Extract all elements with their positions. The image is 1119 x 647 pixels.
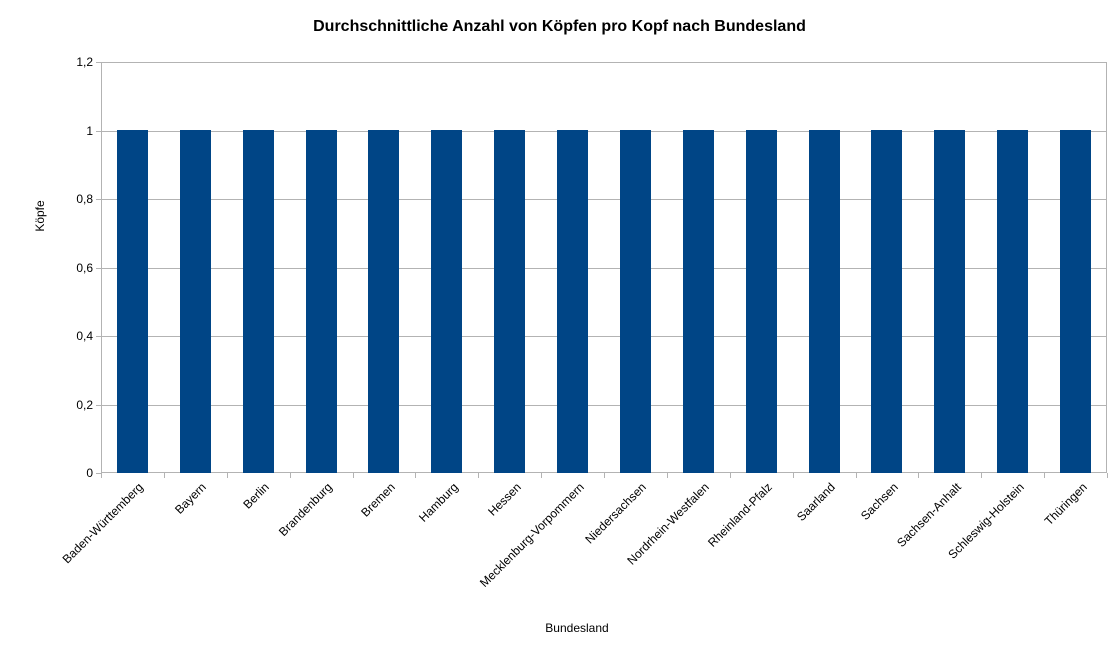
bar bbox=[871, 130, 902, 473]
x-axis-tick bbox=[164, 473, 165, 478]
bar bbox=[117, 130, 148, 473]
horizontal-gridline bbox=[102, 405, 1106, 406]
y-tick-label: 1 bbox=[86, 124, 93, 138]
y-axis-tick bbox=[96, 473, 101, 474]
y-axis-tick bbox=[96, 336, 101, 337]
bar bbox=[997, 130, 1028, 473]
bar bbox=[683, 130, 714, 473]
chart-title: Durchschnittliche Anzahl von Köpfen pro … bbox=[313, 18, 806, 35]
bar bbox=[620, 130, 651, 473]
y-axis-tick bbox=[96, 131, 101, 132]
x-axis-tick bbox=[478, 473, 479, 478]
bar bbox=[494, 130, 525, 473]
x-axis-tick bbox=[1107, 473, 1108, 478]
x-axis-tick bbox=[415, 473, 416, 478]
y-tick-label: 0,2 bbox=[76, 398, 93, 412]
x-axis-tick bbox=[918, 473, 919, 478]
x-axis-tick bbox=[604, 473, 605, 478]
x-axis-tick bbox=[667, 473, 668, 478]
x-axis-tick bbox=[290, 473, 291, 478]
bar bbox=[809, 130, 840, 473]
y-axis-tick bbox=[96, 268, 101, 269]
y-tick-label: 0 bbox=[86, 466, 93, 480]
x-axis-tick bbox=[353, 473, 354, 478]
y-axis-tick bbox=[96, 199, 101, 200]
x-axis-tick bbox=[541, 473, 542, 478]
bar bbox=[1060, 130, 1091, 473]
x-axis-tick bbox=[227, 473, 228, 478]
horizontal-gridline bbox=[102, 199, 1106, 200]
horizontal-gridline bbox=[102, 336, 1106, 337]
x-axis-tick bbox=[793, 473, 794, 478]
y-tick-label: 0,6 bbox=[76, 261, 93, 275]
x-axis-tick bbox=[730, 473, 731, 478]
y-tick-label: 0,8 bbox=[76, 192, 93, 206]
y-tick-label: 1,2 bbox=[76, 55, 93, 69]
bar bbox=[306, 130, 337, 473]
x-axis-tick bbox=[981, 473, 982, 478]
bar bbox=[180, 130, 211, 473]
y-axis-tick bbox=[96, 62, 101, 63]
bar bbox=[934, 130, 965, 473]
x-axis-title: Bundesland bbox=[545, 621, 609, 635]
bar bbox=[557, 130, 588, 473]
y-axis-tick bbox=[96, 405, 101, 406]
x-axis-tick bbox=[101, 473, 102, 478]
bar bbox=[746, 130, 777, 473]
x-axis-tick bbox=[1044, 473, 1045, 478]
horizontal-gridline bbox=[102, 131, 1106, 132]
bar bbox=[431, 130, 462, 473]
y-axis-title: Köpfe bbox=[33, 200, 47, 232]
bar bbox=[368, 130, 399, 473]
y-tick-label: 0,4 bbox=[76, 329, 93, 343]
horizontal-gridline bbox=[102, 268, 1106, 269]
x-axis-tick bbox=[856, 473, 857, 478]
bar bbox=[243, 130, 274, 473]
